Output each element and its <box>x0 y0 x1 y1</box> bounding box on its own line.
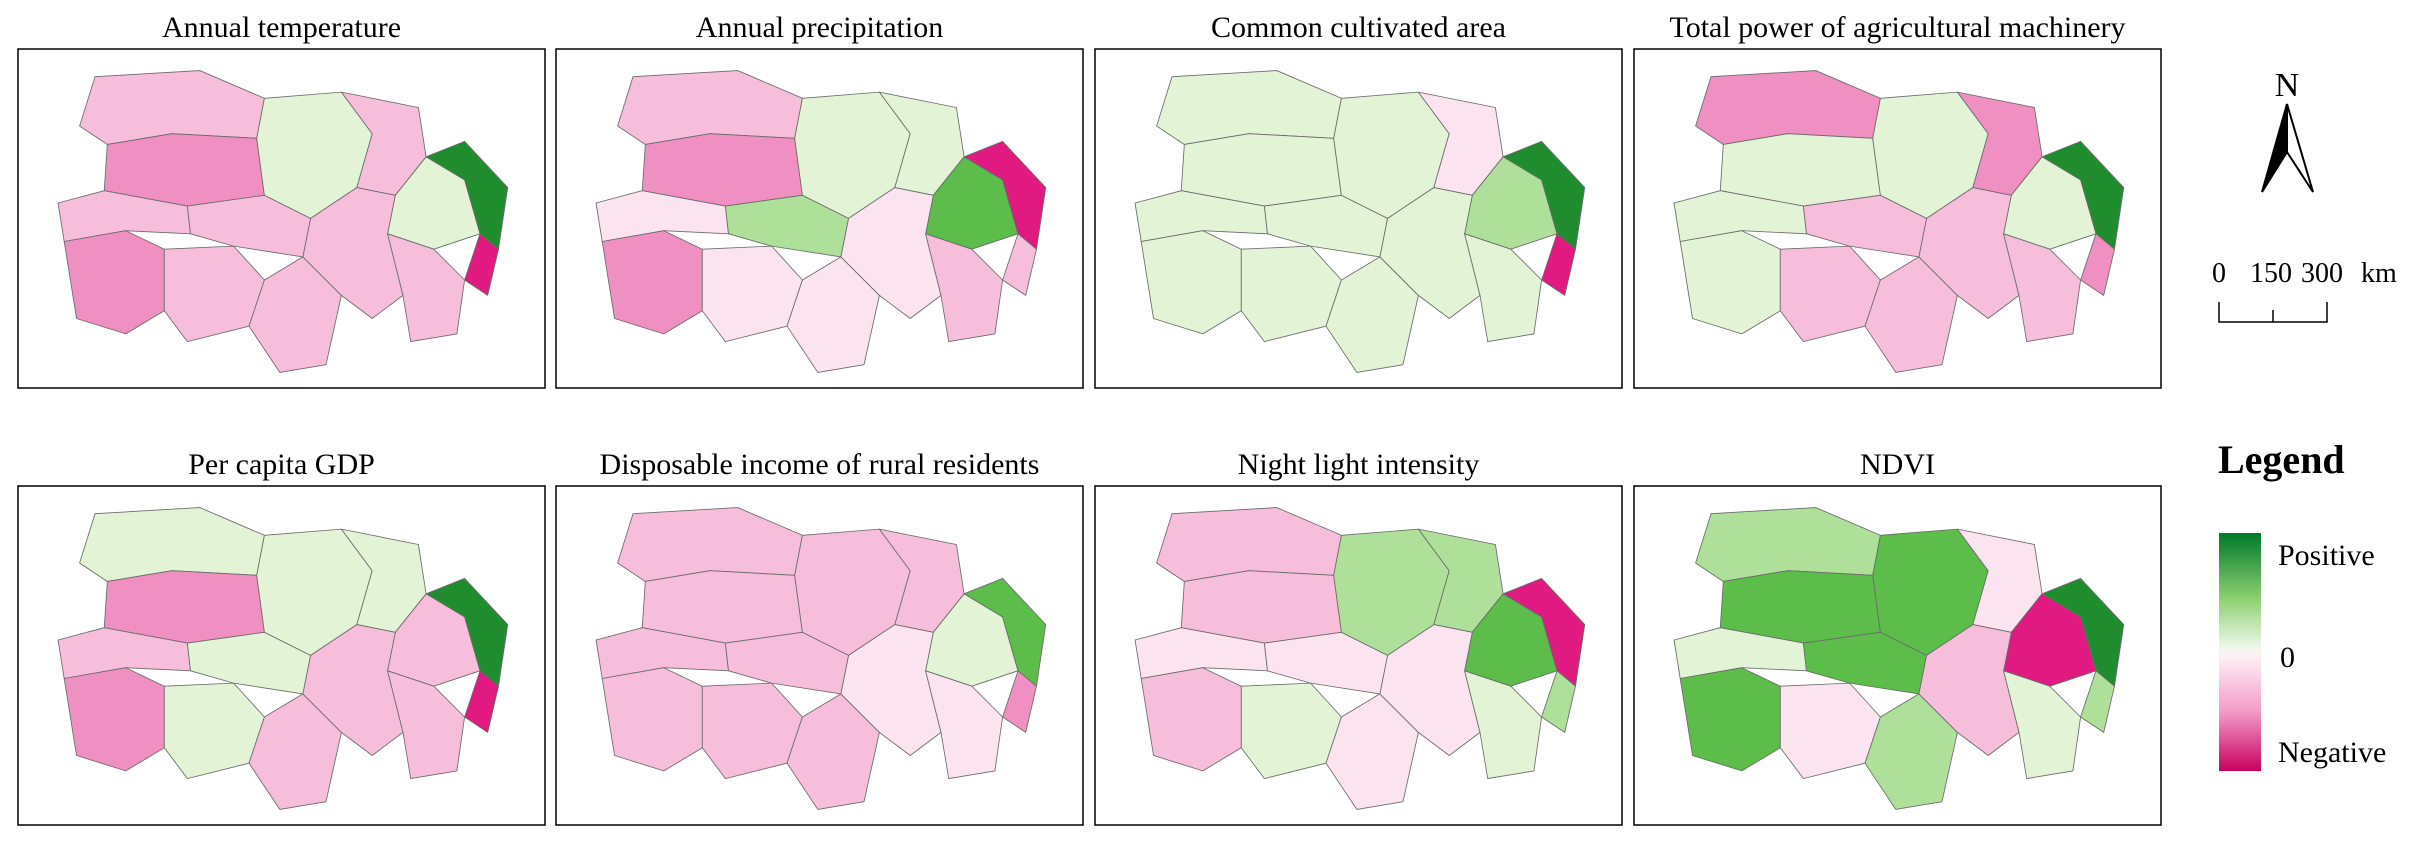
region <box>63 230 165 335</box>
region <box>1464 233 1543 343</box>
panel-title: Night light intensity <box>1238 448 1480 481</box>
map <box>57 70 509 373</box>
region <box>1541 233 1576 296</box>
map-panel: Night light intensity <box>1094 448 1623 826</box>
legend: Legend Positive 0 Negative <box>2218 437 2386 771</box>
region <box>601 667 703 772</box>
region <box>1464 670 1543 780</box>
region <box>1679 667 1781 772</box>
region <box>387 233 466 343</box>
region <box>1140 230 1242 335</box>
arrow-right <box>2286 103 2314 193</box>
map-panel: Per capita GDP <box>17 448 546 826</box>
map-panel: NDVI <box>1633 448 2162 826</box>
region <box>2080 670 2115 733</box>
region <box>925 233 1004 343</box>
region <box>1002 233 1037 296</box>
legend-label: 0 <box>2280 641 2295 674</box>
panel-title: Per capita GDP <box>188 448 375 481</box>
region <box>1541 670 1576 733</box>
panel-title: Common cultivated area <box>1211 11 1506 44</box>
region <box>63 667 165 772</box>
region <box>1140 667 1242 772</box>
scale-line <box>2218 302 2328 323</box>
map <box>1673 507 2125 810</box>
north-arrow: N <box>2261 67 2314 193</box>
map <box>595 507 1047 810</box>
scale-label: 0 <box>2212 258 2226 289</box>
map-panel: Disposable income of rural residents <box>555 448 1084 826</box>
panel-title: NDVI <box>1860 448 1935 481</box>
region <box>387 670 466 780</box>
scale-unit: km <box>2361 258 2397 289</box>
region <box>925 670 1004 780</box>
map-panels: Annual temperature Annual precipitation Co… <box>17 11 2162 826</box>
map-panel: Total power of agricultural machinery <box>1633 11 2162 389</box>
arrow-left <box>2261 103 2288 193</box>
map-panel: Annual temperature <box>17 11 546 389</box>
legend-label: Negative <box>2278 736 2386 769</box>
region <box>2003 233 2082 343</box>
panel-title: Annual temperature <box>162 11 401 44</box>
region <box>2003 670 2082 780</box>
legend-label: Positive <box>2278 539 2375 572</box>
scale-label: 300 <box>2301 258 2343 289</box>
map <box>595 70 1047 373</box>
legend-colorbar <box>2219 533 2261 771</box>
region <box>464 670 499 733</box>
north-label: N <box>2275 67 2300 104</box>
panel-title: Disposable income of rural residents <box>600 448 1040 481</box>
region <box>464 233 499 296</box>
region <box>601 230 703 335</box>
region <box>1679 230 1781 335</box>
map <box>57 507 509 810</box>
scale-label: 150 <box>2250 258 2292 289</box>
map <box>1134 70 1586 373</box>
legend-title: Legend <box>2218 437 2345 482</box>
map-panel: Common cultivated area <box>1094 11 1623 389</box>
map-panel: Annual precipitation <box>555 11 1084 389</box>
panel-title: Total power of agricultural machinery <box>1669 11 2125 44</box>
map <box>1673 70 2125 373</box>
region <box>1002 670 1037 733</box>
panel-title: Annual precipitation <box>696 11 943 44</box>
scale-bar: 0 150 300 km <box>2212 258 2397 323</box>
map <box>1134 507 1586 810</box>
region <box>2080 233 2115 296</box>
